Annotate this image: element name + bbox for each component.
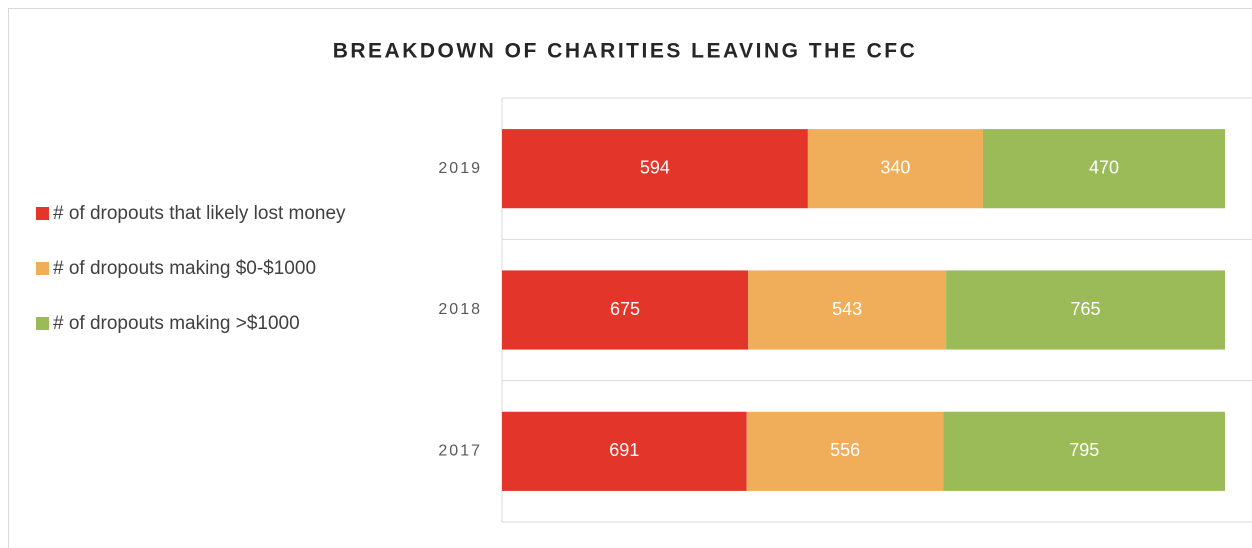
data-label: 795: [1069, 440, 1099, 460]
data-label: 543: [832, 299, 862, 319]
bar-segment: [502, 129, 808, 209]
chart-title: BREAKDOWN OF CHARITIES LEAVING THE CFC: [333, 40, 918, 63]
legend: # of dropouts that likely lost money # of…: [36, 200, 386, 365]
chart-border: [8, 8, 1252, 548]
bar-segment: [748, 270, 947, 350]
legend-item: # of dropouts making $0-$1000: [36, 255, 373, 282]
bar-segment: [946, 270, 1225, 350]
bar-segment: [943, 411, 1225, 491]
data-label: 470: [1089, 157, 1119, 177]
legend-swatch: [36, 207, 49, 220]
data-label: 691: [609, 440, 639, 460]
legend-item: # of dropouts that likely lost money: [36, 200, 373, 227]
bar-segment: [746, 411, 944, 491]
y-tick-label: 2019: [438, 160, 482, 177]
legend-label: # of dropouts making >$1000: [53, 313, 300, 334]
data-label: 594: [640, 157, 670, 177]
y-tick-label: 2018: [438, 301, 482, 318]
legend-swatch: [36, 262, 49, 275]
bar-segment: [502, 411, 747, 491]
data-label: 675: [610, 299, 640, 319]
bar-segment: [502, 270, 749, 350]
y-tick-label: 2017: [438, 443, 482, 460]
data-label: 556: [830, 440, 860, 460]
data-label: 340: [880, 157, 910, 177]
bar-segment: [982, 129, 1225, 209]
legend-label: # of dropouts making $0-$1000: [53, 258, 317, 279]
legend-swatch: [36, 317, 49, 330]
bar-segment: [807, 129, 983, 209]
data-label: 765: [1071, 299, 1101, 319]
legend-item: # of dropouts making >$1000: [36, 310, 373, 337]
legend-label: # of dropouts that likely lost money: [53, 203, 346, 224]
